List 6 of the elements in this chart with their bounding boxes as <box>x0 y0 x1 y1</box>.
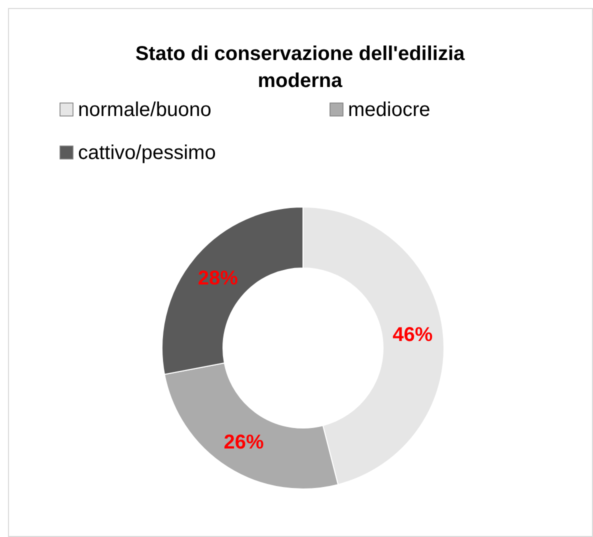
legend-label: mediocre <box>348 99 430 121</box>
data-label: 46% <box>392 324 433 346</box>
legend-label: normale/buono <box>78 99 212 121</box>
legend-label: cattivo/pessimo <box>78 142 216 164</box>
data-label: 28% <box>198 268 238 290</box>
data-label: 26% <box>224 431 264 454</box>
